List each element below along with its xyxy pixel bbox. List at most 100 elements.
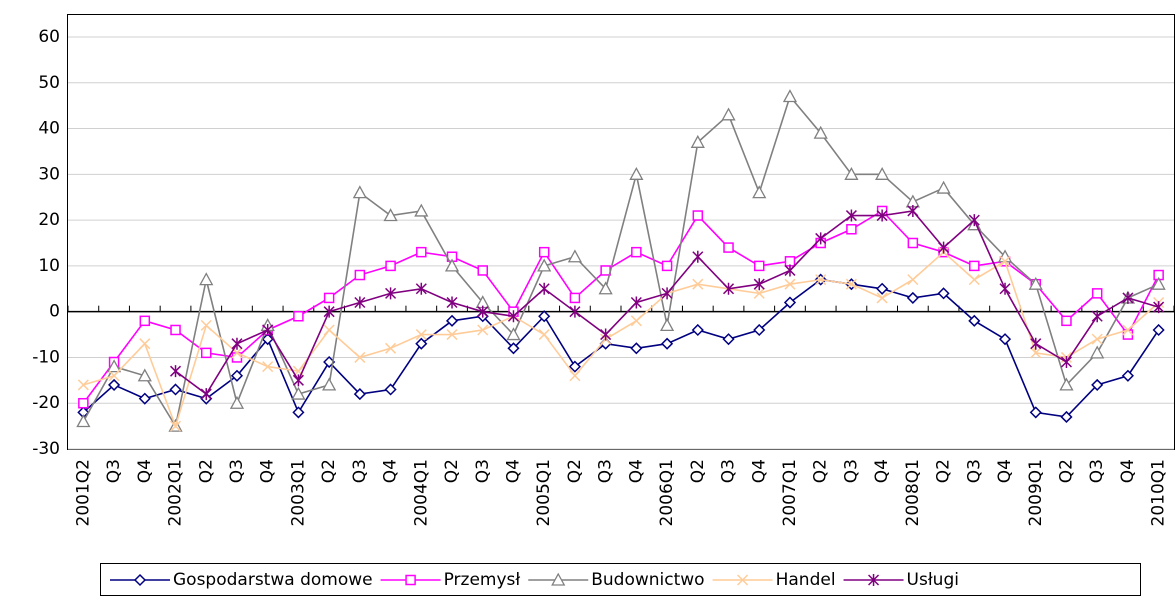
x-tick-label: 2006Q1 [657,459,677,526]
y-tick-label: 30 [38,164,60,184]
data-point [629,166,644,180]
data-point [1153,301,1165,314]
data-point [1091,333,1103,345]
data-point [139,315,151,327]
x-tick-label: 2002Q1 [166,459,186,526]
data-point [293,310,304,322]
data-point [1059,377,1074,391]
data-point [201,347,212,359]
data-point [354,351,366,363]
legend-label: Gospodarstwa domowe [173,570,373,590]
data-point [630,315,642,327]
data-point [169,420,182,432]
data-point [999,282,1011,295]
data-point [415,337,428,350]
data-point [385,287,397,300]
data-point [753,287,765,299]
data-point [446,296,458,309]
data-point [630,296,642,309]
x-tick-label: 2009Q1 [1026,459,1046,526]
data-point [323,292,335,304]
data-point [598,281,613,295]
data-point [169,365,182,378]
data-point [76,414,91,428]
data-point [506,327,521,341]
data-point [1060,410,1073,424]
x-tick-label: Q4 [995,459,1015,483]
data-point [938,241,950,254]
data-point [815,232,827,245]
data-point [907,204,919,217]
x-tick-label: 2005Q1 [534,459,554,526]
data-point [630,342,643,355]
x-tick-label: Q2 [934,459,954,483]
data-point [354,296,366,309]
data-point [907,274,919,286]
data-point [782,89,798,103]
data-point [845,278,857,290]
data-point [844,166,859,180]
data-point [721,107,736,121]
data-point [199,272,214,286]
x-tick-label: Q3 [473,459,493,483]
x-tick-label: 2008Q1 [903,459,923,526]
data-point [416,246,427,258]
legend-marker [551,572,566,586]
x-tick-label: 2004Q1 [411,459,431,526]
data-point [722,282,735,295]
y-tick-label: 10 [38,256,60,276]
data-point [169,383,182,396]
x-tick-label: Q3 [227,459,247,483]
y-tick-label: -30 [32,439,60,459]
data-point [754,260,765,272]
legend-marker [133,573,147,587]
x-tick-label: Q4 [749,459,769,483]
legend-marker [405,574,416,586]
data-point [1090,345,1105,359]
x-tick-label: Q4 [381,459,401,483]
data-point [323,305,335,318]
data-point [876,292,888,304]
data-point [323,324,335,336]
data-point [968,314,981,327]
data-point [906,291,919,304]
data-point [106,359,122,373]
y-tick-label: 50 [38,73,60,93]
y-tick-label: -20 [32,393,60,413]
data-point [999,255,1011,267]
data-point [876,282,889,295]
data-point [846,224,857,235]
series-line [83,251,1160,429]
data-point [385,260,396,272]
y-tick-label: 0 [49,302,60,322]
data-point [261,333,274,346]
x-tick-label: Q4 [135,459,155,483]
data-point [446,329,458,341]
data-point [262,361,274,373]
data-point [384,383,397,396]
data-point [661,337,674,350]
data-point [600,328,612,341]
data-point [200,388,212,401]
x-tick-label: Q4 [503,459,523,483]
data-point [1152,323,1165,337]
data-point [567,249,583,263]
data-point [568,360,581,373]
data-point [569,305,581,318]
data-point [230,369,244,382]
data-point [231,337,243,350]
data-point [262,323,274,336]
data-point [538,329,550,341]
data-point [77,379,89,391]
data-point [352,185,367,199]
x-tick-label: Q4 [872,459,892,483]
data-point [385,342,397,354]
data-point [691,323,704,337]
data-point [968,274,980,286]
x-tick-label: Q2 [319,459,339,483]
data-point [445,314,459,327]
data-point [1061,315,1072,327]
legend-label: Handel [776,570,836,590]
x-tick-label: Q3 [964,459,984,483]
x-tick-label: Q3 [350,459,370,483]
